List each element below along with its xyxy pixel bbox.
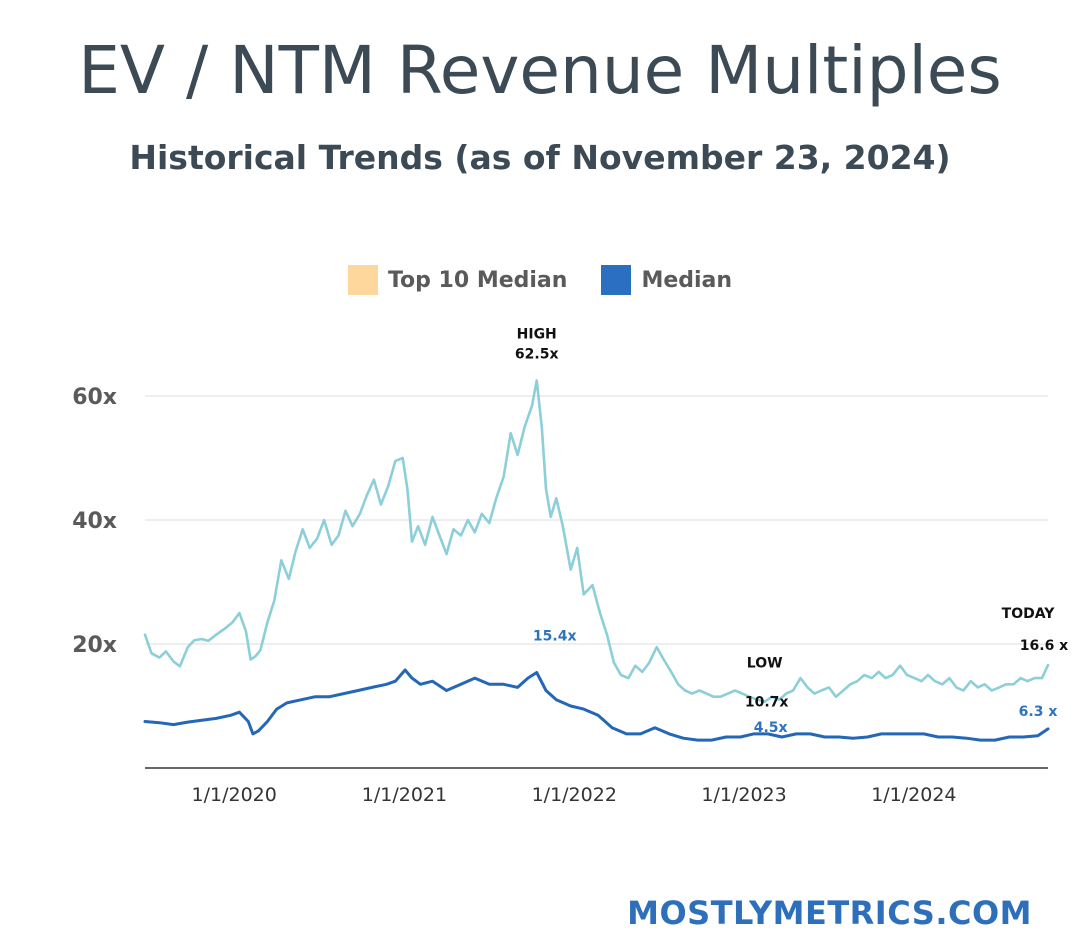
annotations: HIGH 62.5x 15.4x LOW 10.7x 4.5x TODAY 16.6 x 6.3… bbox=[515, 327, 1068, 737]
annotation-median-peak: 15.4x bbox=[533, 629, 577, 645]
legend-item-median: Median bbox=[601, 265, 732, 295]
legend: Top 10 Median Median bbox=[0, 265, 1080, 295]
series-lines bbox=[143, 379, 1050, 742]
annotation-median-today: 6.3 x bbox=[1019, 704, 1058, 720]
annotation-median-low: 4.5x bbox=[754, 720, 788, 736]
y-tick-label: 60x bbox=[72, 385, 117, 410]
x-tick-label: 1/1/2023 bbox=[701, 784, 786, 806]
x-tick-label: 1/1/2022 bbox=[532, 784, 617, 806]
chart-title: EV / NTM Revenue Multiples bbox=[78, 32, 1002, 109]
chart-subtitle: Historical Trends (as of November 23, 20… bbox=[129, 138, 951, 177]
annotation-low-label: LOW bbox=[747, 656, 783, 672]
legend-swatch-median bbox=[601, 265, 632, 295]
annotation-low-value: 10.7x bbox=[745, 695, 789, 711]
x-tick-label: 1/1/2024 bbox=[871, 784, 956, 806]
annotation-high-value: 62.5x bbox=[515, 347, 559, 363]
annotation-high-label: HIGH bbox=[517, 327, 557, 343]
annotation-today-label: TODAY bbox=[1002, 606, 1056, 622]
y-tick-label: 20x bbox=[72, 633, 117, 658]
legend-item-top10: Top 10 Median bbox=[347, 265, 568, 295]
brand-footer: MOSTLYMETRICS.COM bbox=[627, 894, 1032, 932]
series-line-top10-median bbox=[143, 379, 1050, 703]
x-tick-label: 1/1/2021 bbox=[362, 784, 447, 806]
x-axis: 1/1/2020 1/1/2021 1/1/2022 1/1/2023 1/1/2024 bbox=[145, 767, 1048, 806]
legend-label-median: Median bbox=[641, 267, 733, 293]
annotation-today-value: 16.6 x bbox=[1020, 638, 1068, 654]
y-tick-label: 40x bbox=[72, 509, 117, 534]
series-line-median bbox=[143, 668, 1050, 742]
x-tick-label: 1/1/2020 bbox=[192, 784, 277, 806]
legend-swatch-top10 bbox=[347, 265, 378, 295]
y-axis-ticks: 20x 40x 60x bbox=[72, 385, 117, 658]
legend-label-top10: Top 10 Median bbox=[387, 267, 568, 293]
gridlines bbox=[145, 395, 1048, 645]
